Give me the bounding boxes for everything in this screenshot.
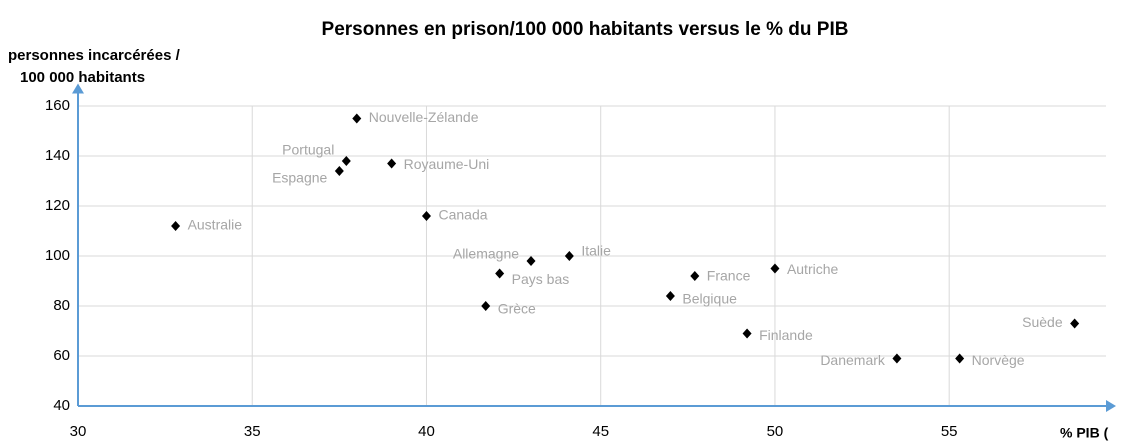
point [171,221,181,231]
y-axis-arrow [72,83,84,94]
x-axis-arrow [1106,400,1116,412]
point-label: Allemagne [453,246,519,262]
point [665,291,675,301]
point-label: Autriche [787,261,839,277]
point [742,328,752,339]
y-tick-label: 60 [53,347,70,364]
point-label: Norvège [972,352,1025,368]
point [955,353,965,364]
x-tick-label: 35 [244,423,261,440]
x-tick-label: 30 [70,423,87,440]
point [334,166,344,176]
point [1070,318,1080,329]
point-label: Royaume-Uni [404,156,490,172]
point-label: Nouvelle-Zélande [369,109,479,125]
y-tick-label: 100 [45,247,70,264]
y-tick-label: 80 [53,297,70,314]
point-label: France [707,268,751,284]
y-axis-label: personnes incarcérées / [8,47,181,64]
y-tick-label: 160 [45,97,70,114]
point [495,268,505,279]
chart-title: Personnes en prison/100 000 habitants ve… [322,19,849,40]
x-tick-label: 55 [941,423,958,440]
point [526,256,536,266]
point-label: Pays bas [512,271,570,287]
point [892,353,902,364]
y-axis-label: 100 000 habitants [20,69,145,86]
point-label: Canada [438,207,487,223]
y-tick-label: 40 [53,397,70,414]
x-tick-label: 45 [592,423,609,440]
point-label: Danemark [820,352,886,368]
point-label: Finlande [759,327,813,343]
point-label: Portugal [282,142,334,158]
point-label: Italie [581,243,611,259]
x-axis-label: % PIB ( [1060,425,1109,441]
point-label: Belgique [682,291,737,307]
y-tick-label: 120 [45,197,70,214]
point [341,156,351,166]
x-tick-label: 50 [767,423,784,440]
point-label: Grèce [498,301,536,317]
x-tick-label: 40 [418,423,435,440]
point-label: Australie [188,217,243,233]
point [387,158,397,169]
point [481,301,491,311]
point [770,263,780,274]
y-tick-label: 140 [45,147,70,164]
point [564,251,574,261]
point-label: Espagne [272,170,327,186]
point-label: Suède [1022,314,1063,330]
point [421,211,431,221]
point [352,113,362,124]
point [690,271,700,281]
